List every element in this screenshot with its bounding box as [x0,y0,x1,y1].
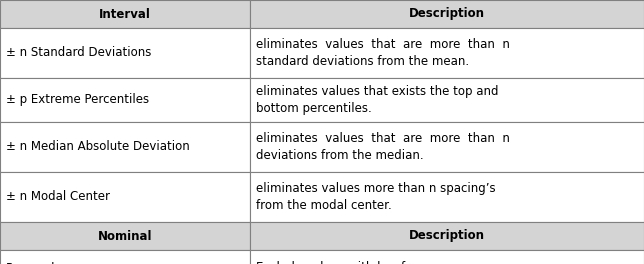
Bar [250,122,644,172]
Bar [0,0,250,28]
Bar [0,28,250,78]
Text: eliminates  values  that  are  more  than  n
standard deviations from the mean.: eliminates values that are more than n s… [256,38,510,68]
Bar [0,172,250,222]
Text: ± n Standard Deviations: ± n Standard Deviations [6,46,151,59]
Text: Interval: Interval [99,7,151,21]
Text: ± n Modal Center: ± n Modal Center [6,191,110,204]
Text: Exclude values with low frequency: Exclude values with low frequency [256,262,460,264]
Bar [250,222,644,250]
Text: Rare values: Rare values [6,262,75,264]
Text: ± p Extreme Percentiles: ± p Extreme Percentiles [6,93,149,106]
Text: eliminates values more than n spacing’s
from the modal center.: eliminates values more than n spacing’s … [256,182,495,212]
Text: Nominal: Nominal [98,229,152,243]
Bar [0,122,250,172]
Bar [250,0,644,28]
Text: eliminates values that exists the top and
bottom percentiles.: eliminates values that exists the top an… [256,85,498,115]
Bar [0,222,250,250]
Text: eliminates  values  that  are  more  than  n
deviations from the median.: eliminates values that are more than n d… [256,132,510,162]
Text: ± n Median Absolute Deviation: ± n Median Absolute Deviation [6,140,190,153]
Bar [250,172,644,222]
Bar [250,250,644,264]
Text: Description: Description [409,7,485,21]
Bar [250,28,644,78]
Bar [0,250,250,264]
Bar [250,78,644,122]
Bar [0,78,250,122]
Text: Description: Description [409,229,485,243]
